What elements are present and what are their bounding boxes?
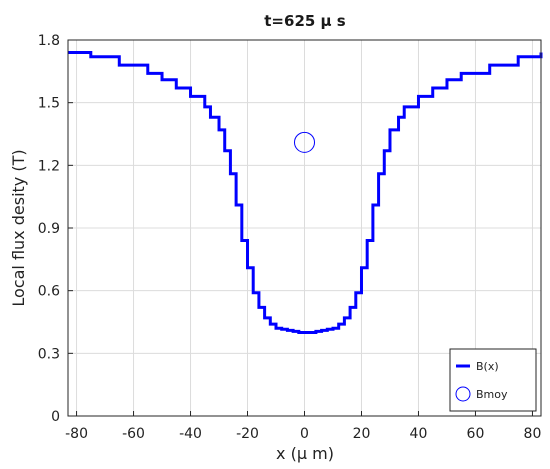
x-tick-label: 40 xyxy=(410,426,428,442)
x-tick-label: 0 xyxy=(300,426,309,442)
y-tick-label: 0 xyxy=(51,409,60,425)
y-tick-label: 1.5 xyxy=(38,96,60,112)
legend-label-bmoy: Bmoy xyxy=(476,388,508,401)
x-tick-label: -20 xyxy=(236,426,259,442)
y-tick-label: 1.2 xyxy=(38,158,60,174)
x-tick-label: -60 xyxy=(122,426,145,442)
legend-label-bx: B(x) xyxy=(476,360,499,373)
y-tick-label: 0.6 xyxy=(38,284,60,300)
series-group xyxy=(68,51,543,334)
bmoy-marker xyxy=(294,131,315,153)
y-tick-labels: 0 0.3 0.6 0.9 1.2 1.5 1.8 xyxy=(38,33,60,425)
x-tick-label: 80 xyxy=(524,426,542,442)
x-tick-label: -80 xyxy=(65,426,88,442)
x-tick-labels: -80 -60 -40 -20 0 20 40 60 80 xyxy=(65,426,541,442)
legend: B(x) Bmoy xyxy=(449,348,537,412)
y-tick-label: 1.8 xyxy=(38,33,60,49)
legend-box xyxy=(449,348,537,412)
x-tick-label: -40 xyxy=(179,426,202,442)
series-line-bx xyxy=(68,51,543,334)
y-tick-label: 0.9 xyxy=(38,221,60,237)
x-axis-label: x (μ m) xyxy=(276,444,334,463)
x-tick-label: 20 xyxy=(353,426,371,442)
y-axis-label: Local flux desity (T) xyxy=(9,149,28,306)
plot-frame xyxy=(67,39,542,417)
x-tick-label: 60 xyxy=(467,426,485,442)
legend-marker-bmoy xyxy=(455,386,471,402)
y-tick-label: 0.3 xyxy=(38,346,60,362)
chart-title: t=625 μ s xyxy=(264,12,346,30)
